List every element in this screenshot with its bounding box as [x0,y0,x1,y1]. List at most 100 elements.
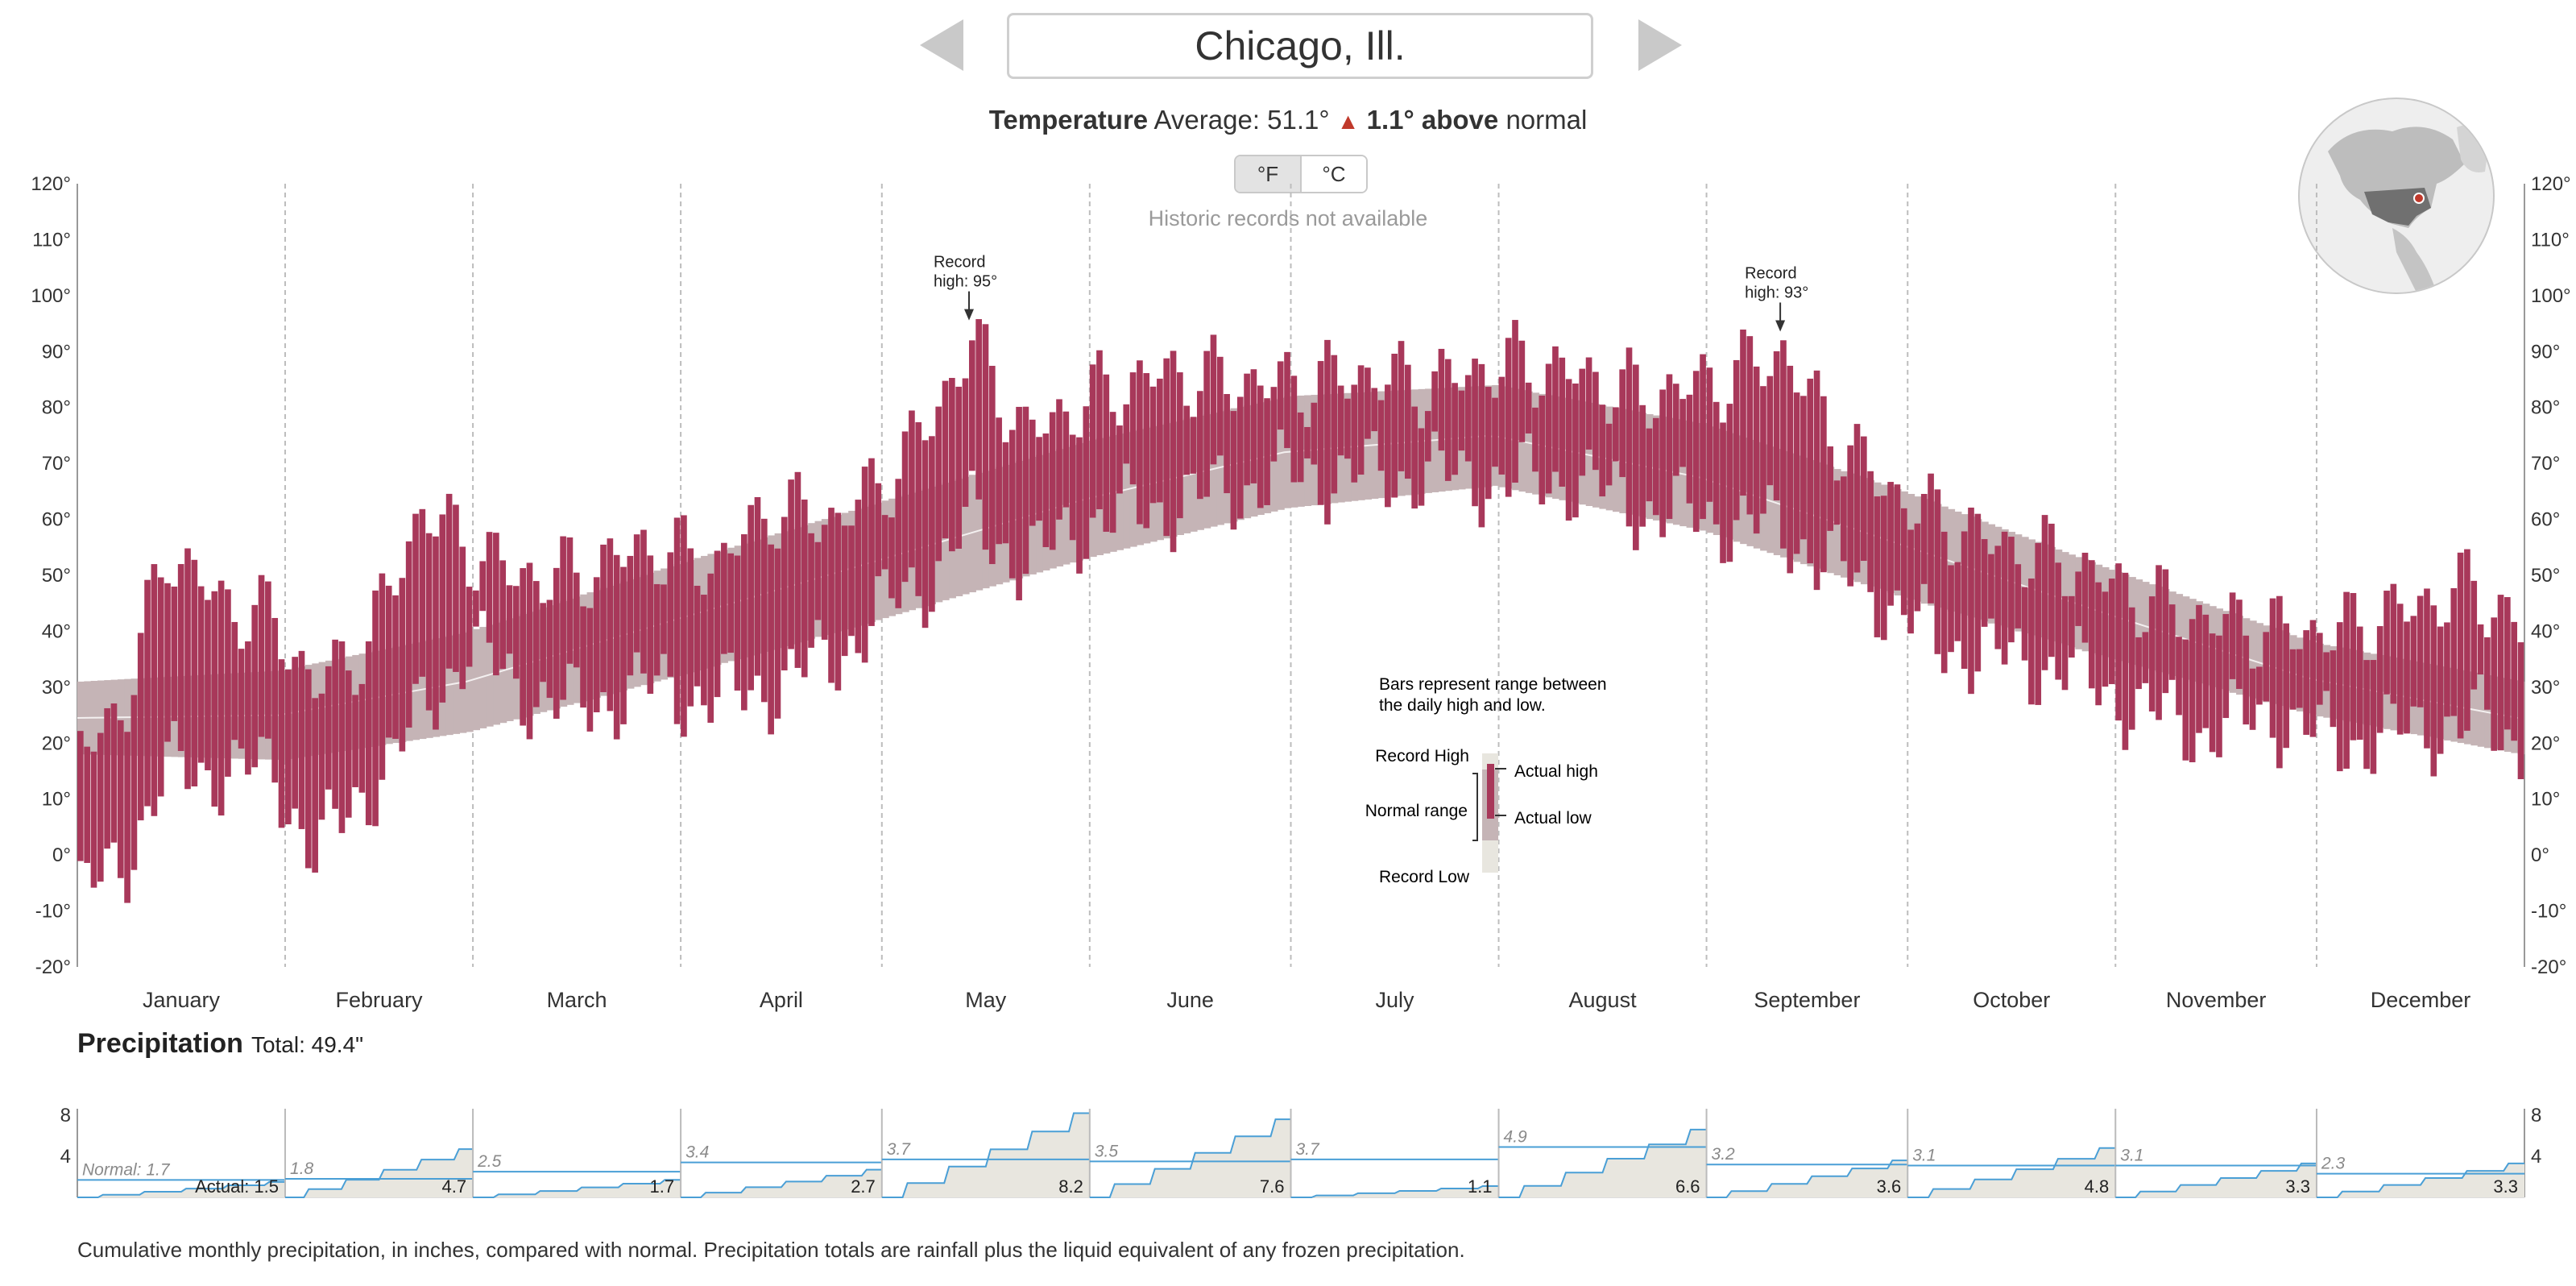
daily-temperature-bar [479,561,487,612]
daily-temperature-bar [868,458,875,626]
daily-temperature-bar [2484,637,2491,710]
daily-temperature-bar [171,586,178,721]
daily-temperature-bar [962,378,969,507]
record-high-annotation: Record [934,254,985,272]
daily-temperature-bar [955,386,963,549]
month-label: June [1166,988,1214,1012]
daily-temperature-bar [211,591,218,807]
daily-temperature-bar [499,560,507,670]
daily-temperature-bar [231,621,238,740]
daily-temperature-bar [694,585,701,687]
daily-temperature-bar [225,589,231,777]
daily-temperature-bar [2283,623,2290,749]
city-name: Chicago, Ill. [1195,23,1406,68]
daily-temperature-bar [1029,419,1036,526]
normal-range-band [2182,596,2190,680]
daily-temperature-bar [1344,398,1351,459]
daily-temperature-bar [1036,437,1042,521]
daily-temperature-bar [104,707,110,849]
y-tick-label-right: 0° [2531,844,2549,866]
daily-temperature-bar [2243,635,2250,725]
daily-temperature-bar [734,555,741,691]
precip-actual-line [1498,1128,1707,1198]
y-tick-label-left: -20° [35,956,71,978]
daily-temperature-bar [1385,384,1391,508]
city-selector[interactable]: Chicago, Ill. [1007,13,1593,79]
temperature-title: Temperature [988,105,1149,135]
daily-temperature-bar [144,579,151,807]
daily-temperature-bar [808,533,814,648]
daily-temperature-bar [90,751,97,888]
daily-temperature-bar [573,572,580,668]
previous-city-arrow-icon[interactable] [920,19,963,71]
daily-temperature-bar [1994,546,2002,649]
y-tick-label-right: 120° [2531,173,2571,195]
daily-temperature-bar [1143,373,1150,529]
daily-temperature-bar [1149,386,1157,504]
normal-range-band [962,476,970,595]
daily-temperature-bar [2517,642,2524,779]
daily-temperature-bar [1652,417,1659,516]
daily-temperature-bar [1659,389,1666,537]
precip-actual-line [473,1179,681,1198]
y-tick-label-left: 40° [42,620,71,642]
legend-actual-high: Actual high [1514,762,1598,781]
daily-temperature-bar [2356,626,2363,740]
y-tick-label-left: 110° [32,229,71,251]
daily-temperature-bar [714,550,721,698]
daily-temperature-bar [1022,406,1029,575]
daily-temperature-bar [1224,394,1230,494]
daily-temperature-bar [828,508,835,683]
daily-temperature-bar [949,378,955,552]
daily-temperature-bar [177,564,184,752]
daily-temperature-bar [1726,404,1733,562]
y-tick-label-left: 30° [42,677,71,699]
daily-temperature-bar [1270,387,1278,462]
normal-range-band [473,628,480,731]
precip-y-tick-right: 8 [2531,1105,2541,1126]
daily-temperature-bar [2176,637,2182,716]
daily-temperature-bar [848,525,855,637]
daily-temperature-bar [1371,388,1378,432]
daily-temperature-bar [835,512,842,691]
celsius-button[interactable]: °C [1302,156,1366,192]
precip-normal-label: Normal: 1.7 [82,1160,171,1179]
daily-temperature-bar [888,517,895,599]
daily-temperature-bar [358,683,366,793]
record-high-annotation: high: 95° [934,273,997,291]
daily-temperature-bar [1525,382,1532,434]
daily-temperature-bar [1518,340,1526,442]
daily-temperature-bar [2470,580,2478,690]
daily-temperature-bar [921,440,929,628]
daily-temperature-bar [217,580,225,816]
daily-temperature-bar [681,515,687,737]
precip-actual-label: 1.1 [1468,1176,1493,1197]
precip-actual-label: 4.7 [441,1176,466,1197]
normal-range-band [975,472,984,591]
normal-range-band [2249,620,2257,699]
y-tick-label-left: 120° [31,173,71,195]
daily-temperature-bar [2021,587,2028,661]
daily-temperature-bar [365,641,372,826]
daily-temperature-bar [2061,595,2069,691]
daily-temperature-bar [1083,406,1090,559]
normal-range-band [1766,446,1775,554]
daily-temperature-bar [982,324,989,550]
daily-temperature-bar [1720,422,1726,563]
normal-range-band [506,618,514,721]
daily-temperature-bar [164,583,171,742]
y-tick-label-right: 10° [2531,789,2560,811]
daily-temperature-bar [1760,386,1766,514]
daily-temperature-bar [2370,660,2377,774]
legend-caption-line2: the daily high and low. [1379,696,1546,715]
daily-temperature-bar [1203,351,1210,497]
legend-record-high: Record High [1375,747,1469,765]
daily-temperature-bar [412,513,419,684]
daily-temperature-bar [546,599,553,699]
next-city-arrow-icon[interactable] [1638,19,1682,71]
normal-range-band [1183,418,1191,533]
daily-temperature-bar [1841,476,1847,562]
normal-range-band [1129,430,1137,547]
daily-temperature-bar [338,641,346,833]
daily-temperature-bar [1391,353,1398,498]
